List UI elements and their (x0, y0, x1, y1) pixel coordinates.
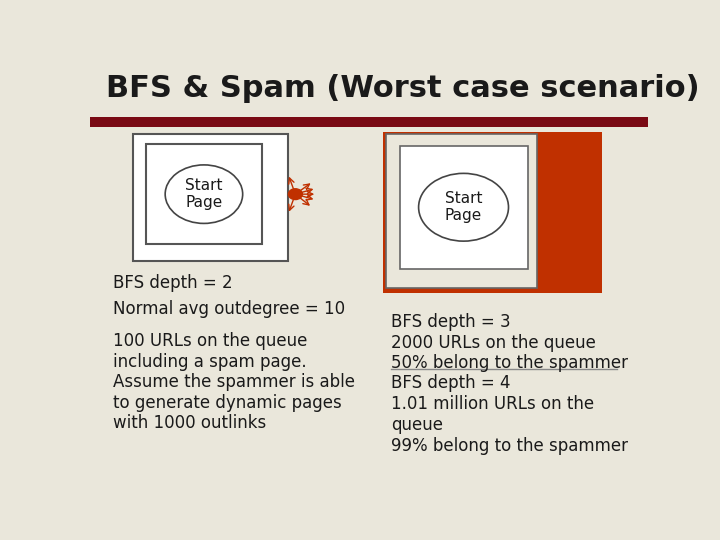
Text: BFS & Spam (Worst case scenario): BFS & Spam (Worst case scenario) (106, 74, 699, 103)
Ellipse shape (418, 173, 508, 241)
Text: Start
Page: Start Page (185, 178, 222, 211)
Ellipse shape (289, 189, 302, 200)
Text: Normal avg outdegree = 10: Normal avg outdegree = 10 (113, 300, 346, 318)
Bar (386, 134, 537, 288)
Bar (132, 134, 287, 261)
Ellipse shape (165, 165, 243, 224)
Bar (90, 117, 648, 127)
Text: BFS depth = 2: BFS depth = 2 (113, 274, 233, 292)
Bar (400, 146, 528, 269)
Bar (383, 132, 601, 294)
Text: 100 URLs on the queue
including a spam page.: 100 URLs on the queue including a spam p… (113, 332, 307, 371)
Text: BFS depth = 4
1.01 million URLs on the
queue
99% belong to the spammer: BFS depth = 4 1.01 million URLs on the q… (391, 374, 628, 455)
Text: BFS depth = 3
2000 URLs on the queue
50% belong to the spammer: BFS depth = 3 2000 URLs on the queue 50%… (391, 313, 628, 373)
Bar (145, 144, 262, 244)
Text: Assume the spammer is able
to generate dynamic pages
with 1000 outlinks: Assume the spammer is able to generate d… (113, 373, 355, 433)
Text: Start
Page: Start Page (445, 191, 482, 224)
